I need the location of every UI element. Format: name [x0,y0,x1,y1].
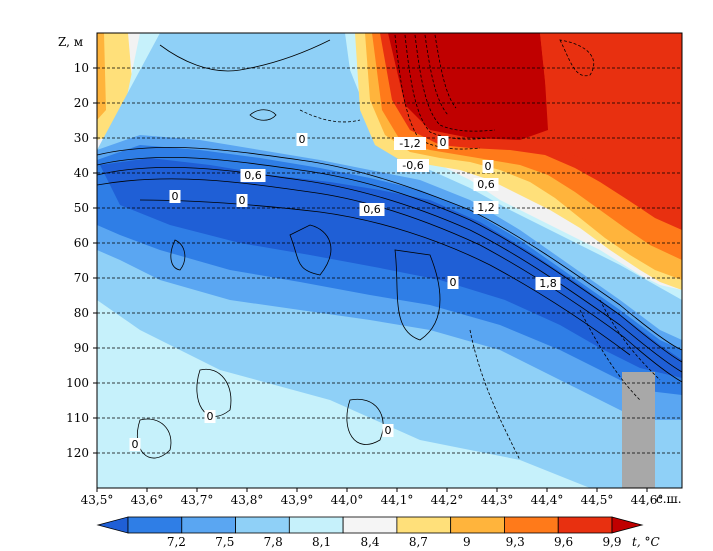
y-tick-label: 30 [74,131,89,145]
colorbar-tick-label: 9 [463,535,471,549]
colorbar: 7,2 7,5 7,8 8,1 8,4 8,7 9 9,3 9,6 9,9 [96,516,644,549]
contour-label-bg [397,159,429,172]
colorbar-swatch [127,516,183,534]
bottom-topography [622,372,655,488]
colorbar-tick-label: 7,8 [264,535,283,549]
contour-label-bg [236,194,248,207]
y-tick-label: 60 [74,236,89,250]
colorbar-swatch [181,516,236,534]
contour-label-bg [482,160,494,173]
contour-label: 1,2 [477,201,495,214]
contour-lines [97,39,682,459]
contour-label: 0 [207,410,214,423]
x-axis: 43,5° 43,6° 43,7° 43,8° 43,9° 44,0° 44,1° 44,2°… [81,488,664,507]
contour-label-bg [296,133,308,146]
y-tick-label: 100 [66,376,89,390]
x-tick-label: 44,1° [381,493,414,507]
plot-frame [96,32,683,489]
colorbar-swatch [342,516,398,534]
y-axis: 10 20 30 40 50 60 70 80 90 100 110 120 [66,61,97,460]
colorbar-swatch [450,516,505,534]
contour-label-bg [437,136,449,149]
x-tick-label: 44,4° [531,493,564,507]
contour-label-bg [535,277,561,290]
x-tick-label: 43,7° [181,493,214,507]
contour-label-bg [129,438,141,451]
colorbar-swatch [611,516,644,534]
contour-label: -1,2 [399,137,420,150]
contour-label: -0,6 [402,159,423,172]
contour-label: 0,6 [363,203,381,216]
colorbar-label: t, °C [632,535,660,549]
x-tick-label: 44,0° [331,493,364,507]
contour-label: 0 [172,190,179,203]
y-tick-label: 10 [74,61,89,75]
colorbar-tick-label: 8,4 [360,535,379,549]
colorbar-swatch [235,516,290,534]
colorbar-tick-label: 9,9 [602,535,621,549]
x-tick-label: 44,3° [481,493,514,507]
contour-label: 0 [239,194,246,207]
colorbar-tick-label: 7,2 [167,535,186,549]
y-tick-label: 80 [74,306,89,320]
contour-label: 1,8 [539,277,557,290]
contour-label: 0,6 [477,178,495,191]
colorbar-swatch [96,516,129,534]
colorbar-tick-label: 9,3 [506,535,525,549]
colorbar-swatch [288,516,344,534]
contour-label: 0 [132,438,139,451]
colorbar-swatch [396,516,452,534]
colorbar-tick-label: 7,5 [215,535,234,549]
x-tick-label: 43,5° [81,493,114,507]
contour-label: 0 [450,276,457,289]
colorbar-swatch [557,516,613,534]
contour-label-bg [382,424,394,437]
y-tick-label: 120 [66,446,89,460]
colorbar-tick-label: 8,7 [409,535,428,549]
y-gridlines [97,67,682,454]
x-tick-label: 44,2° [431,493,464,507]
colorbar-tick-label: 9,6 [554,535,573,549]
colorbar-tick-label: 8,1 [312,535,331,549]
contour-label-bg [473,178,499,191]
contour-label-bg [394,137,426,150]
contour-label: 0 [299,133,306,146]
x-axis-label: с.ш. [656,492,682,506]
x-tick-label: 43,6° [131,493,164,507]
y-tick-label: 20 [74,96,89,110]
colorbar-swatch [504,516,559,534]
contour-label: 0,6 [244,169,262,182]
contour-label-bg [204,410,216,423]
y-tick-label: 90 [74,341,89,355]
contour-label: 0 [440,136,447,149]
contour-label-bg [169,190,181,203]
y-tick-label: 70 [74,271,89,285]
contour-label: 0 [485,160,492,173]
y-axis-label: Z, м [58,35,83,49]
x-tick-label: 44,5° [581,493,614,507]
y-tick-label: 110 [66,411,89,425]
contour-label-bg [447,276,459,289]
contour-label-bg [359,203,385,216]
contour-label: 0 [385,424,392,437]
y-tick-label: 40 [74,166,89,180]
x-tick-label: 44,6° [631,493,664,507]
y-tick-label: 50 [74,201,89,215]
x-tick-label: 43,8° [231,493,264,507]
x-tick-label: 43,9° [281,493,314,507]
contour-labels: 0 0,6 0 0 0,6 0 -1,2 -0,6 0 0,6 1,2 0 1,8 0 0 0 [129,133,561,451]
contour-label-bg [240,169,266,182]
contour-label-bg [473,201,499,214]
